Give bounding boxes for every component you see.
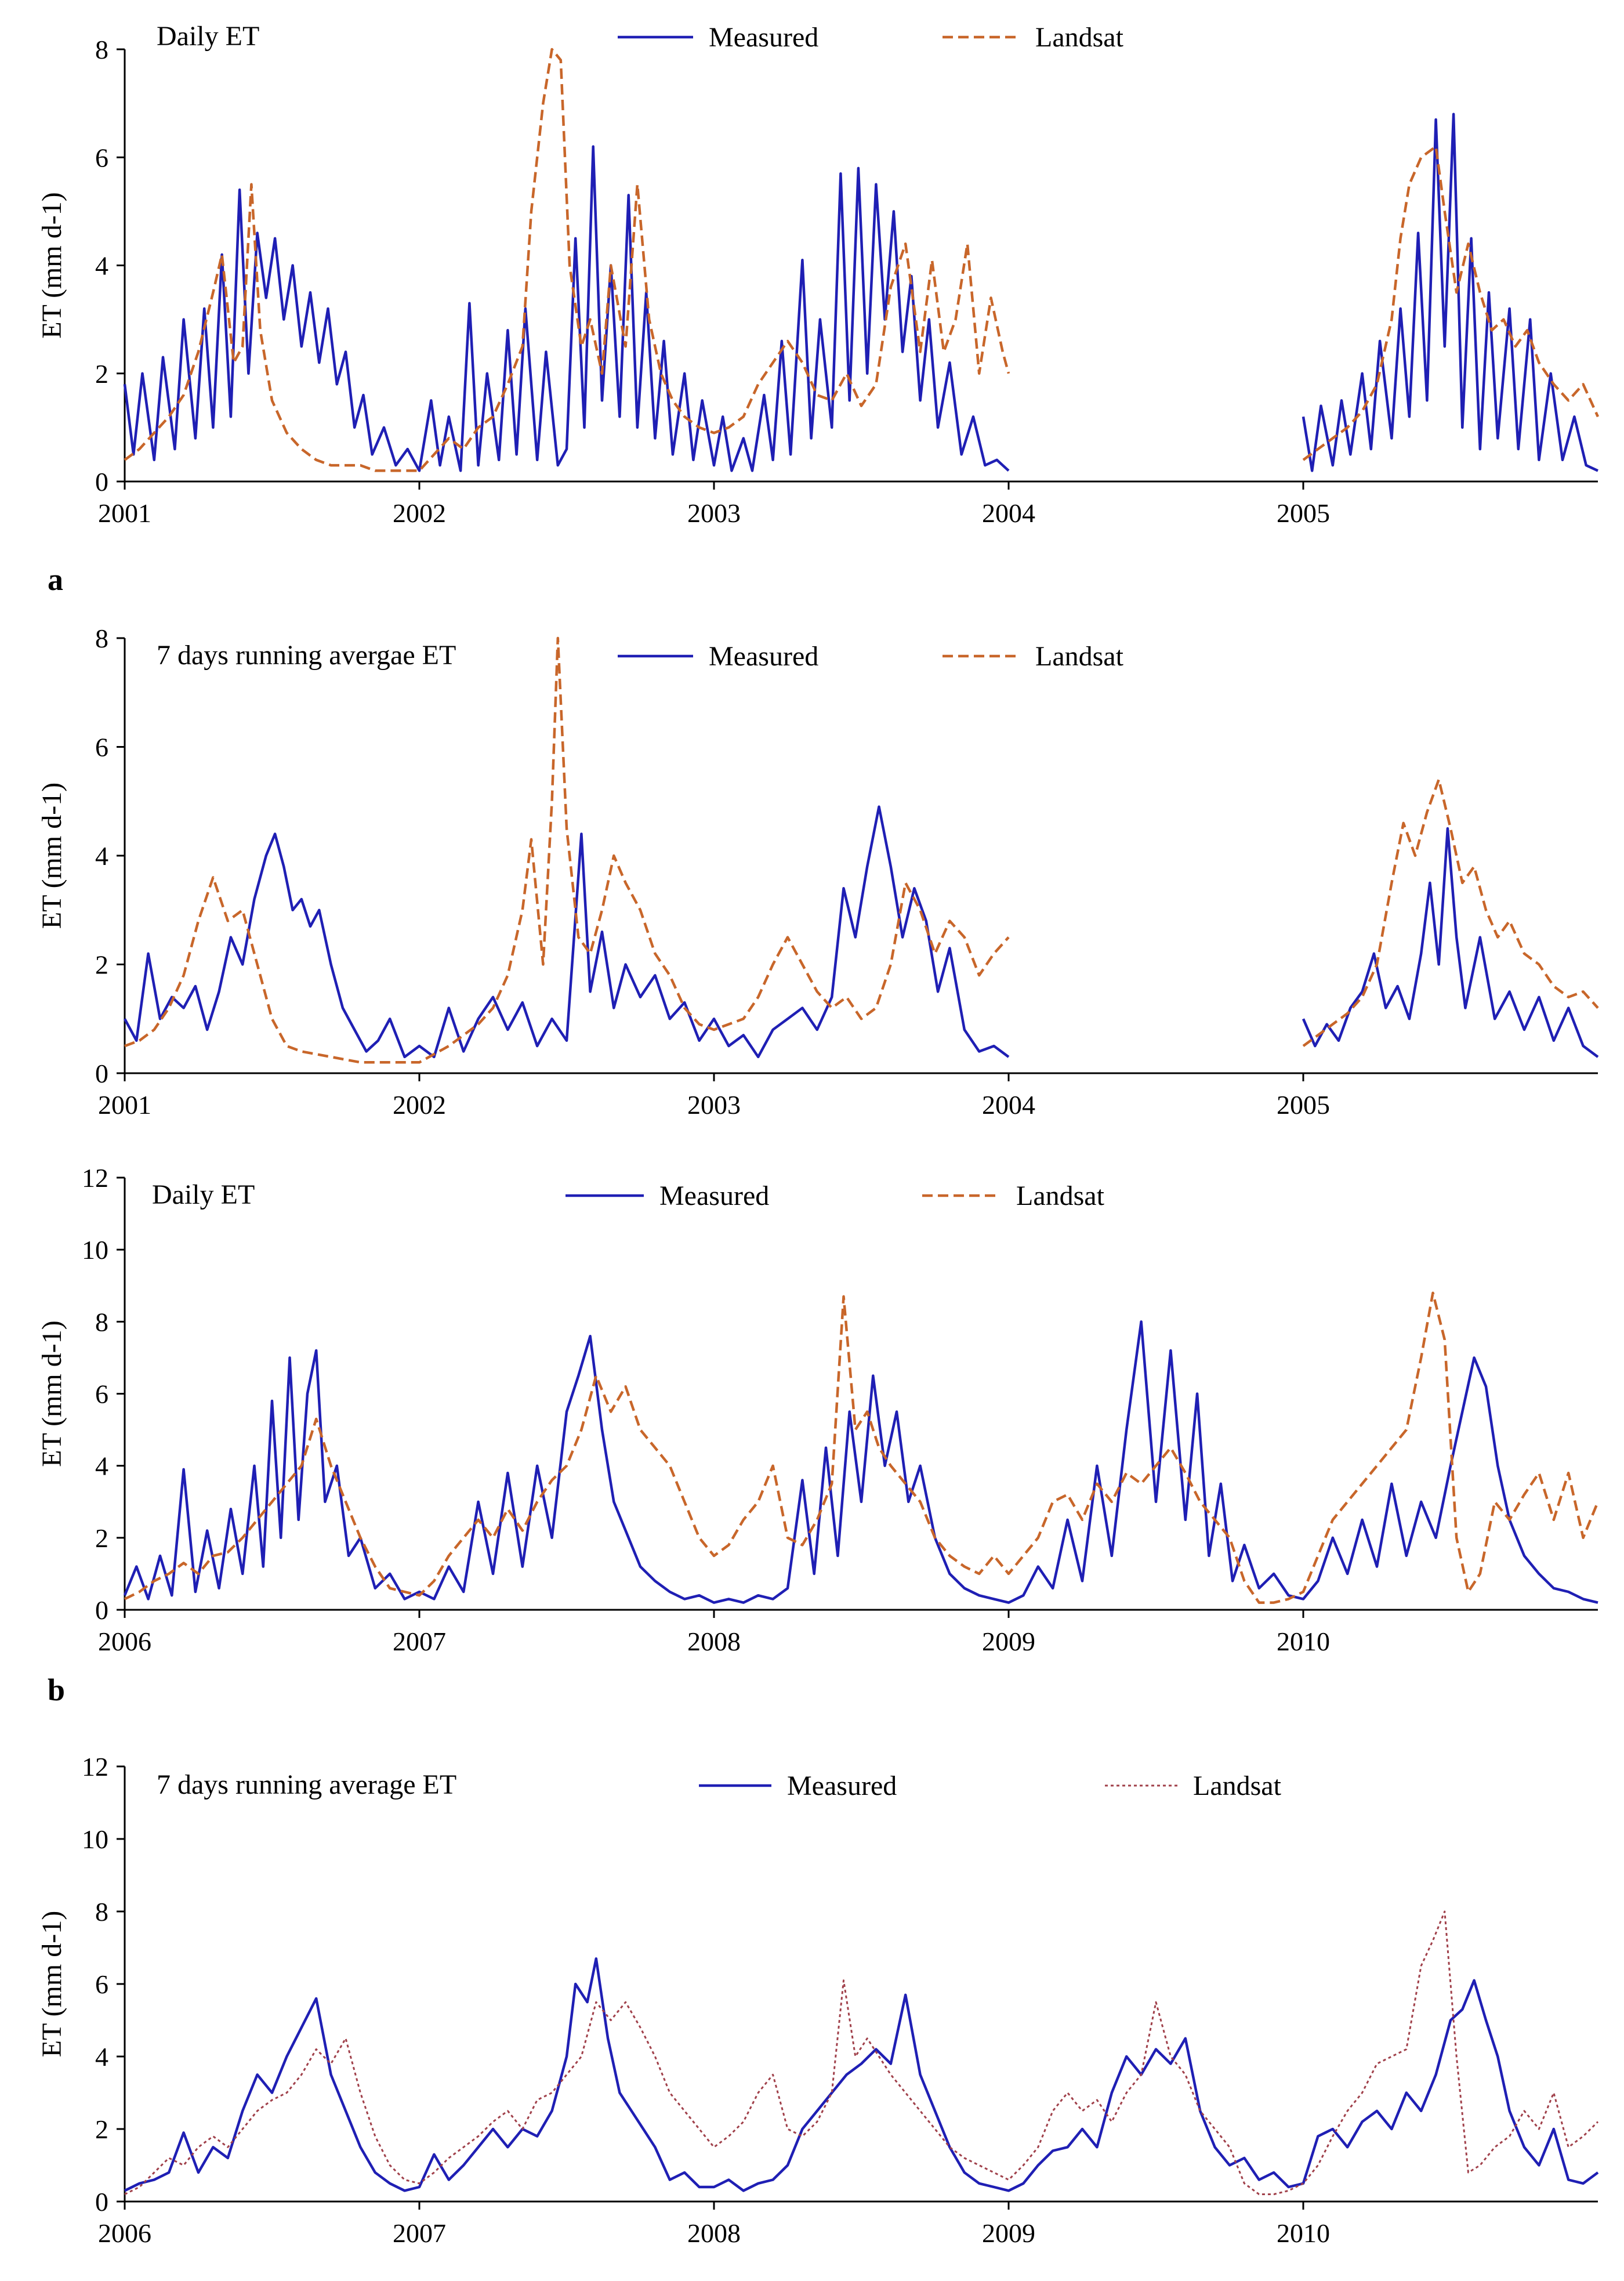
series-line-landsat-4 (1302, 145, 1600, 461)
chart-title: 7 days running average ET (157, 1769, 456, 1800)
x-tick-label: 2010 (1277, 2218, 1330, 2248)
x-tick-label: 2003 (687, 1090, 741, 1120)
chart-2: 0 2 4 6 8 2001 2002 2003 2004 2005 ET (mm d-1) 7 da… (37, 624, 1599, 1120)
y-axis-label: ET (mm d-1) (37, 1320, 67, 1467)
x-tick-label: 2001 (98, 1090, 151, 1120)
series-line-measured-1 (124, 805, 1010, 1059)
panel-label-b: b (48, 1672, 66, 1707)
series-line-measured-1 (124, 1957, 1599, 2192)
y-tick-label: 0 (95, 1059, 108, 1088)
series-line-measured-2 (1302, 827, 1599, 1058)
chart-title: 7 days running avergae ET (157, 640, 456, 671)
x-tick-label: 2003 (687, 498, 741, 528)
x-tick-label: 2009 (982, 2218, 1035, 2248)
x-tick-label: 2001 (98, 498, 151, 528)
y-tick-label: 0 (95, 1595, 108, 1625)
series-line-measured-2 (1302, 113, 1598, 472)
legend-measured-label: Measured (787, 1771, 897, 1801)
legend-landsat-label: Landsat (1035, 641, 1124, 672)
x-tick-label: 2008 (687, 1627, 741, 1656)
series-line-landsat-4 (1302, 778, 1599, 1047)
x-tick-label: 2007 (393, 1627, 446, 1656)
series-line-landsat-3 (124, 48, 1010, 472)
y-tick-label: 6 (95, 1380, 108, 1409)
y-tick-label: 8 (95, 1307, 108, 1337)
y-tick-label: 2 (95, 359, 108, 389)
x-tick-label: 2004 (982, 498, 1035, 528)
y-tick-label: 12 (82, 1752, 108, 1782)
y-tick-label: 4 (95, 841, 108, 871)
series-line-landsat-3 (124, 636, 1010, 1064)
legend-measured-label: Measured (709, 641, 818, 672)
x-tick-label: 2004 (982, 1090, 1035, 1120)
series-line-landsat-2 (124, 1910, 1599, 2195)
chart-title: Daily ET (157, 21, 259, 52)
x-tick-label: 2006 (98, 2218, 151, 2248)
x-tick-label: 2006 (98, 1627, 151, 1656)
y-tick-label: 10 (82, 1824, 108, 1854)
y-tick-label: 8 (95, 1897, 108, 1927)
y-tick-label: 0 (95, 467, 108, 497)
chart-3: 0 2 4 6 8 10 12 2006 2007 2008 2009 2010 ET (mm d-1)… (37, 1163, 1600, 1656)
x-tick-label: 2009 (982, 1627, 1035, 1656)
y-axis-label: ET (mm d-1) (37, 1911, 67, 2057)
series-line-measured-1 (123, 1320, 1598, 1604)
legend-measured-label: Measured (709, 22, 818, 53)
y-tick-label: 6 (95, 143, 108, 172)
legend-landsat-label: Landsat (1035, 22, 1124, 53)
y-tick-label: 12 (82, 1163, 108, 1193)
y-tick-label: 2 (95, 2115, 108, 2144)
x-tick-label: 2002 (393, 498, 446, 528)
y-tick-label: 4 (95, 2042, 108, 2072)
y-tick-label: 6 (95, 733, 108, 762)
y-tick-label: 10 (82, 1235, 108, 1265)
y-tick-label: 6 (95, 1969, 108, 1999)
x-tick-label: 2005 (1277, 498, 1330, 528)
chart-4: 0 2 4 6 8 10 12 2006 2007 2008 2009 2010 ET (mm d-1)… (37, 1752, 1599, 2248)
y-tick-label: 2 (95, 1523, 108, 1553)
y-tick-label: 4 (95, 251, 108, 281)
y-tick-label: 8 (95, 35, 108, 64)
legend-landsat-label: Landsat (1193, 1771, 1282, 1801)
x-tick-label: 2007 (393, 2218, 446, 2248)
y-tick-label: 8 (95, 624, 108, 653)
x-tick-label: 2008 (687, 2218, 741, 2248)
legend-landsat-label: Landsat (1016, 1181, 1105, 1211)
x-tick-label: 2005 (1277, 1090, 1330, 1120)
y-tick-label: 2 (95, 950, 108, 980)
x-tick-label: 2010 (1277, 1627, 1330, 1656)
y-axis-label: ET (mm d-1) (37, 783, 67, 929)
series-line-landsat-2 (124, 1291, 1600, 1604)
chart-1: 0 2 4 6 8 2001 2002 2003 2004 2005 ET (mm d-1) Dail… (37, 21, 1600, 528)
y-axis-label: ET (mm d-1) (37, 192, 67, 338)
x-tick-label: 2002 (393, 1090, 446, 1120)
y-tick-label: 4 (95, 1451, 108, 1481)
series-line-measured-1 (123, 145, 1010, 472)
chart-title: Daily ET (152, 1179, 255, 1210)
y-tick-label: 0 (95, 2187, 108, 2217)
panel-label-a: a (48, 562, 63, 597)
legend-measured-label: Measured (659, 1181, 769, 1211)
